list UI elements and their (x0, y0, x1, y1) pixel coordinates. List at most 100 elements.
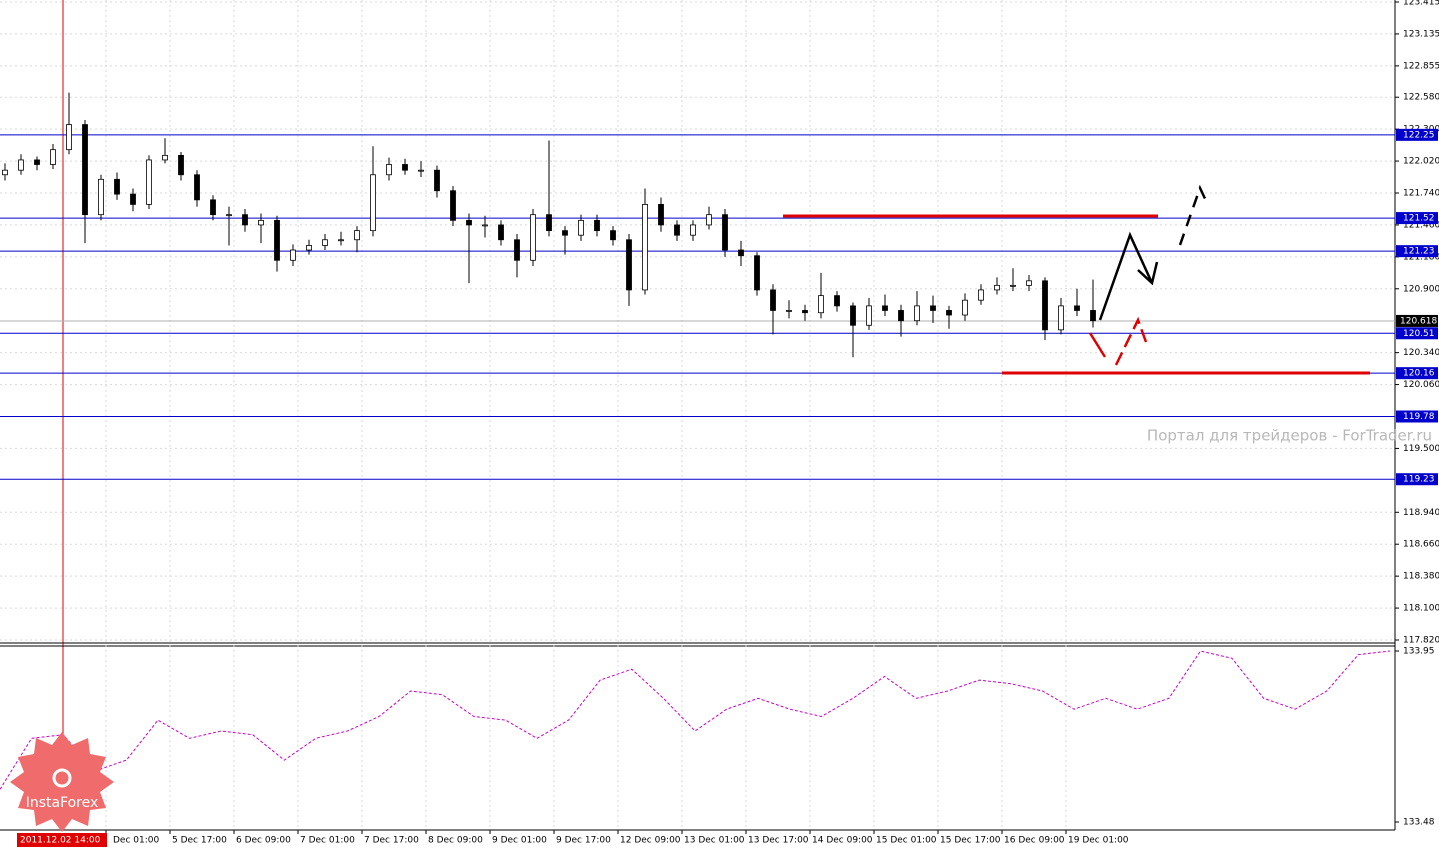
candle-body (194, 174, 200, 201)
cursor-label: 2011.12.02 14:00 (20, 836, 101, 846)
candle-body (242, 214, 248, 226)
x-tick-label: 6 Dec 09:00 (236, 836, 291, 846)
forecast-arrow-dashed (1178, 184, 1210, 246)
y-tick-label: 118.380 (1403, 572, 1439, 582)
candle-body (146, 159, 152, 205)
y-tick-label: 118.660 (1403, 540, 1439, 550)
x-tick-label: 9 Dec 17:00 (556, 836, 611, 846)
candle-body (386, 164, 392, 176)
candle-body (162, 154, 168, 161)
candle-body (1074, 305, 1080, 311)
candle-body (306, 245, 312, 251)
y-tick-label: 118.100 (1403, 604, 1439, 614)
candle-body (658, 204, 664, 226)
candle-body (610, 230, 616, 241)
candle-body (1026, 280, 1032, 286)
candle-body (898, 310, 904, 322)
level-label-box (1396, 212, 1438, 225)
alt-arrow (1114, 316, 1148, 366)
candle-body (642, 204, 648, 291)
candle-body (258, 219, 264, 226)
candle-body (802, 310, 808, 314)
last-price-label: 120.618 (1400, 316, 1437, 326)
candle-body (562, 230, 568, 236)
candle-body (866, 305, 872, 326)
candle-body (690, 224, 696, 236)
candle-body (434, 169, 440, 192)
level-label: 119.78 (1403, 412, 1435, 422)
x-tick-label: Dec 01:00 (113, 836, 159, 846)
x-tick-label: 15 Dec 17:00 (940, 836, 1001, 846)
candle-body (722, 214, 728, 251)
y-tick-label: 121.460 (1403, 220, 1439, 230)
level-label: 120.16 (1403, 369, 1435, 379)
candle-body (34, 159, 40, 165)
y-tick-label: 122.855 (1403, 61, 1439, 71)
candle-body (674, 224, 680, 236)
candle-body (370, 174, 376, 232)
x-tick-label: 7 Dec 01:00 (300, 836, 355, 846)
candle-body (578, 219, 584, 236)
x-tick-label: 14 Dec 09:00 (812, 836, 873, 846)
x-tick-label: 15 Dec 01:00 (876, 836, 937, 846)
candle-body (402, 164, 408, 171)
indicator-line (0, 650, 1391, 790)
candle-body (450, 190, 456, 221)
x-tick-label: 5 Dec 17:00 (172, 836, 227, 846)
candle-body (818, 295, 824, 314)
watermark: Портал для трейдеров - ForTrader.ru (1147, 427, 1432, 445)
candle-body (338, 239, 344, 242)
x-tick-label: 12 Dec 09:00 (620, 836, 681, 846)
candle-body (418, 169, 424, 172)
level-label-box (1396, 327, 1438, 340)
level-label: 122.25 (1403, 130, 1435, 140)
y-tick-label: 122.020 (1403, 157, 1439, 167)
logo-badge (10, 732, 114, 832)
y-tick-label: 123.415 (1403, 0, 1439, 8)
level-label-box (1396, 367, 1438, 380)
candle-body (1090, 310, 1096, 322)
candle-body (978, 289, 984, 301)
x-tick-label: 19 Dec 01:00 (1068, 836, 1129, 846)
candle-body (210, 199, 216, 216)
level-label-box (1396, 410, 1438, 423)
candle-body (914, 305, 920, 322)
candle-body (738, 249, 744, 257)
x-tick-label: 13 Dec 17:00 (748, 836, 809, 846)
x-tick-label: 8 Dec 09:00 (428, 836, 483, 846)
y-tick-label: 120.900 (1403, 284, 1439, 294)
candle-body (994, 284, 1000, 291)
x-tick-label: 7 Dec 17:00 (364, 836, 419, 846)
y-tick-label: 121.180 (1403, 252, 1439, 262)
level-label-box (1396, 473, 1438, 486)
logo-text: InstaForex (26, 795, 99, 811)
candle-body (226, 214, 232, 217)
level-label: 121.23 (1403, 247, 1435, 257)
candle-body (946, 310, 952, 316)
y-tick-label: 119.500 (1403, 444, 1439, 454)
candle-body (930, 305, 936, 311)
candle-body (770, 289, 776, 311)
candle-body (354, 230, 360, 241)
candle-body (1042, 280, 1048, 331)
logo: InstaForex (10, 732, 114, 832)
y-tick-label: 118.940 (1403, 508, 1439, 518)
candle-body (514, 239, 520, 261)
candle-body (290, 249, 296, 261)
candle-body (1010, 284, 1016, 287)
candle-body (322, 239, 328, 246)
level-label-box (1396, 245, 1438, 258)
x-tick-label: 13 Dec 01:00 (684, 836, 745, 846)
x-tick-label: 9 Dec 01:00 (492, 836, 547, 846)
candle-body (530, 214, 536, 261)
y-tick-label: 117.820 (1403, 636, 1439, 646)
candle-body (482, 224, 488, 227)
forecast-arrow (1137, 261, 1159, 286)
candle-body (50, 149, 56, 165)
candle-body (786, 310, 792, 312)
y-tick-label: 120.340 (1403, 348, 1439, 358)
candle-body (178, 154, 184, 176)
y-tick-label: 133.48 (1403, 818, 1435, 828)
